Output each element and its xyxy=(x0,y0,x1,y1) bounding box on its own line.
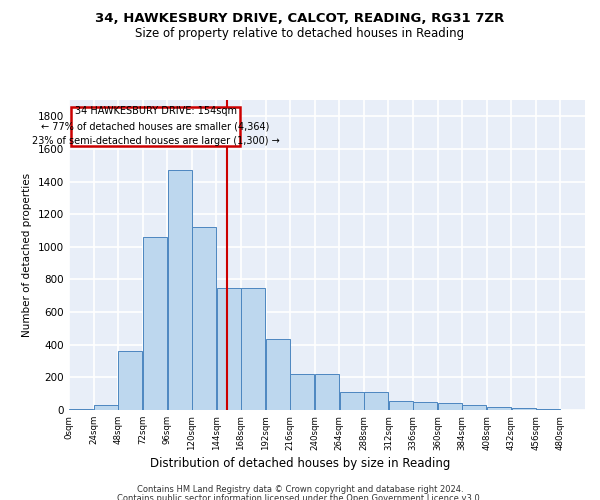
Text: Distribution of detached houses by size in Reading: Distribution of detached houses by size … xyxy=(150,458,450,470)
Bar xyxy=(512,408,536,410)
Bar xyxy=(266,339,290,410)
Bar xyxy=(241,288,265,410)
Bar xyxy=(364,392,388,410)
Text: Contains public sector information licensed under the Open Government Licence v3: Contains public sector information licen… xyxy=(118,494,482,500)
Bar xyxy=(290,374,314,410)
Text: 34 HAWKESBURY DRIVE: 154sqm
← 77% of detached houses are smaller (4,364)
23% of : 34 HAWKESBURY DRIVE: 154sqm ← 77% of det… xyxy=(32,106,280,146)
Bar xyxy=(340,392,364,410)
Y-axis label: Number of detached properties: Number of detached properties xyxy=(22,173,32,337)
Text: Size of property relative to detached houses in Reading: Size of property relative to detached ho… xyxy=(136,28,464,40)
Bar xyxy=(167,170,191,410)
Bar xyxy=(143,237,167,410)
Bar xyxy=(118,352,142,410)
Bar xyxy=(487,406,511,410)
Bar xyxy=(463,405,487,410)
Bar xyxy=(315,374,339,410)
FancyBboxPatch shape xyxy=(71,106,240,146)
Bar xyxy=(192,228,216,410)
Text: 34, HAWKESBURY DRIVE, CALCOT, READING, RG31 7ZR: 34, HAWKESBURY DRIVE, CALCOT, READING, R… xyxy=(95,12,505,26)
Bar xyxy=(389,401,413,410)
Bar xyxy=(94,405,118,410)
Bar xyxy=(217,288,241,410)
Bar xyxy=(69,409,94,410)
Bar xyxy=(413,402,437,410)
Text: Contains HM Land Registry data © Crown copyright and database right 2024.: Contains HM Land Registry data © Crown c… xyxy=(137,485,463,494)
Bar xyxy=(536,409,560,410)
Bar xyxy=(438,402,462,410)
